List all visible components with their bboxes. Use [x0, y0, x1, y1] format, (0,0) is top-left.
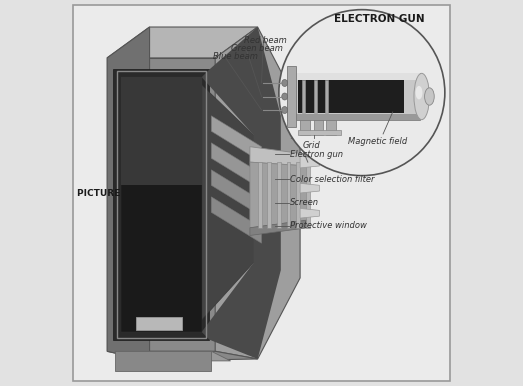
Polygon shape [300, 156, 320, 168]
Polygon shape [250, 147, 308, 166]
Text: ELECTRON GUN: ELECTRON GUN [334, 14, 425, 24]
Polygon shape [267, 162, 271, 228]
Polygon shape [211, 143, 262, 189]
Polygon shape [298, 80, 404, 113]
Polygon shape [107, 351, 258, 361]
Ellipse shape [282, 93, 288, 100]
Polygon shape [300, 183, 320, 193]
Text: Color selection filter: Color selection filter [290, 175, 375, 184]
Polygon shape [215, 27, 300, 359]
Polygon shape [211, 170, 262, 216]
Polygon shape [325, 80, 328, 113]
Polygon shape [298, 130, 340, 135]
Ellipse shape [415, 86, 423, 99]
Polygon shape [287, 73, 420, 80]
Polygon shape [107, 27, 258, 58]
Polygon shape [115, 351, 211, 371]
Polygon shape [211, 197, 262, 243]
Text: PICTURE TUBE: PICTURE TUBE [77, 188, 150, 198]
Text: Grid: Grid [303, 141, 321, 150]
Polygon shape [211, 116, 262, 162]
Polygon shape [107, 27, 150, 361]
Polygon shape [326, 120, 336, 135]
Polygon shape [198, 81, 254, 324]
Text: Electron gun: Electron gun [290, 150, 344, 159]
Polygon shape [115, 351, 231, 361]
Ellipse shape [414, 73, 429, 120]
Polygon shape [314, 80, 317, 113]
Polygon shape [287, 162, 290, 228]
Polygon shape [121, 77, 202, 185]
Polygon shape [306, 162, 310, 228]
Polygon shape [287, 114, 420, 120]
FancyBboxPatch shape [136, 317, 183, 330]
Text: Screen: Screen [290, 198, 320, 207]
Polygon shape [121, 77, 202, 332]
Polygon shape [287, 66, 296, 127]
Ellipse shape [425, 88, 434, 105]
Polygon shape [296, 162, 300, 228]
Text: Blue beam: Blue beam [213, 52, 258, 61]
Polygon shape [287, 73, 420, 120]
Ellipse shape [282, 80, 288, 86]
Polygon shape [250, 162, 308, 228]
Polygon shape [277, 162, 281, 228]
Polygon shape [250, 220, 308, 235]
Polygon shape [300, 208, 320, 218]
Polygon shape [202, 27, 281, 359]
Polygon shape [258, 162, 262, 228]
Polygon shape [302, 80, 305, 113]
Polygon shape [136, 81, 198, 324]
Polygon shape [314, 120, 323, 135]
FancyBboxPatch shape [73, 5, 450, 381]
Text: Green beam: Green beam [231, 44, 282, 53]
Polygon shape [107, 58, 215, 351]
Text: Magnetic field: Magnetic field [348, 137, 407, 146]
Ellipse shape [282, 107, 288, 113]
Circle shape [279, 10, 445, 176]
Text: Red beam: Red beam [244, 36, 287, 45]
Polygon shape [113, 69, 209, 340]
Text: Protective window: Protective window [290, 221, 367, 230]
Polygon shape [300, 120, 310, 135]
